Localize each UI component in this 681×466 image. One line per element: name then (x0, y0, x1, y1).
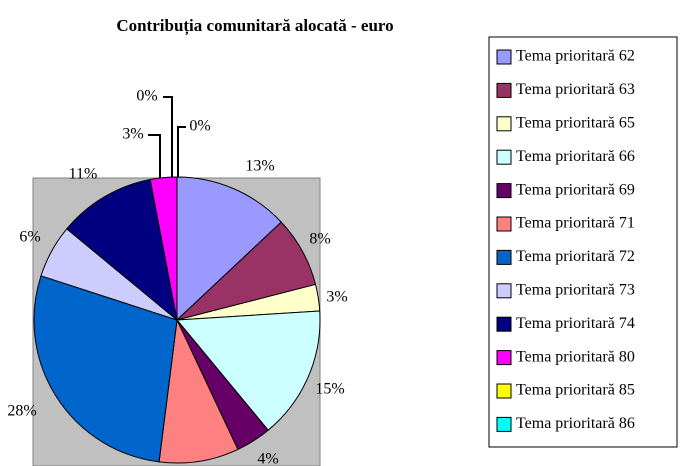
legend-label: Tema prioritară 73 (516, 281, 635, 298)
legend-label: Tema prioritară 85 (516, 382, 635, 399)
legend-swatch (496, 183, 512, 199)
data-label: 3% (326, 289, 347, 306)
data-label: 4% (257, 451, 278, 466)
legend-label: Tema prioritară 69 (516, 181, 635, 198)
legend-label: Tema prioritară 66 (516, 148, 635, 165)
legend-swatch (496, 316, 512, 332)
legend-swatch (496, 350, 512, 366)
legend-label: Tema prioritară 86 (516, 415, 635, 432)
pie-slice (33, 275, 178, 463)
data-label: 3% (122, 126, 143, 143)
data-label: 8% (309, 231, 330, 248)
legend-swatch (496, 249, 512, 265)
legend-swatch (496, 216, 512, 232)
pie-slice (66, 178, 178, 322)
legend-label: Tema prioritară 65 (516, 114, 635, 131)
legend-label: Tema prioritară 62 (516, 48, 635, 65)
pie-slice (176, 176, 282, 322)
data-label: 0% (189, 118, 210, 135)
data-label: 11% (69, 166, 98, 183)
legend-swatch (496, 49, 512, 65)
pie-slice (175, 310, 321, 431)
legend-swatch (496, 149, 512, 165)
legend-swatch (496, 116, 512, 132)
legend-label: Tema prioritară 80 (516, 348, 635, 365)
legend-label: Tema prioritară 74 (516, 315, 635, 332)
legend-swatch (496, 82, 512, 98)
legend-label: Tema prioritară 72 (516, 248, 635, 265)
data-label: 13% (245, 158, 274, 175)
leader-line (177, 126, 186, 178)
data-label: 15% (315, 381, 344, 398)
chart-title: Contribuția comunitară alocată - euro (116, 16, 393, 36)
pie-slice (158, 318, 239, 464)
legend-box (488, 36, 678, 448)
data-label: 6% (19, 229, 40, 246)
leader-line (148, 134, 161, 180)
legend-swatch (496, 383, 512, 399)
legend-label: Tema prioritară 71 (516, 215, 635, 232)
legend-swatch (496, 283, 512, 299)
legend-swatch (496, 416, 512, 432)
leaders (148, 96, 186, 180)
data-label: 0% (136, 88, 157, 105)
data-label: 28% (7, 403, 36, 420)
leader-line (163, 96, 173, 178)
legend-label: Tema prioritară 63 (516, 81, 635, 98)
